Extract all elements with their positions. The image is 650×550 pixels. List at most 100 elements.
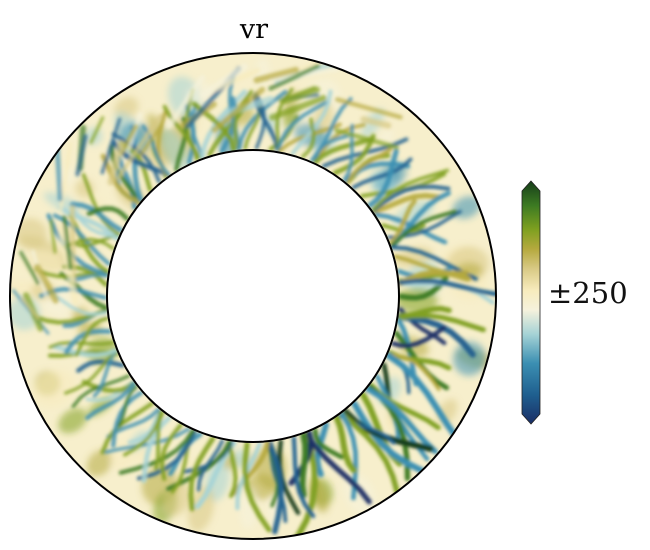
field-streak [389, 199, 417, 245]
field-streak [385, 352, 462, 444]
field-streak [127, 409, 162, 445]
field-blob [159, 128, 190, 173]
field-streak [232, 89, 254, 151]
field-streak [313, 136, 374, 165]
field-streak [116, 113, 163, 181]
field-streak [304, 431, 372, 505]
field-streak [81, 379, 136, 394]
field-streak [64, 347, 117, 395]
field-streak [351, 400, 425, 474]
field-streak [313, 134, 350, 164]
field-streak [75, 134, 88, 177]
field-streak [290, 89, 333, 156]
field-streak [123, 409, 163, 457]
field-streak [335, 97, 403, 120]
field-streak [387, 352, 441, 391]
field-streak [54, 142, 63, 202]
field-streak [342, 408, 434, 452]
field-streak [242, 441, 272, 533]
field-streak [351, 157, 413, 190]
field-streak [100, 153, 141, 205]
field-streak [390, 209, 457, 248]
field-streak [141, 415, 172, 484]
field-streak [19, 250, 40, 285]
field-streak [118, 429, 195, 475]
field-streak [278, 86, 317, 103]
field-streak [20, 297, 40, 321]
field-streak [51, 292, 108, 316]
field-streak [332, 133, 376, 176]
field-streak [107, 140, 125, 186]
field-streak [111, 390, 144, 448]
colorbar-label: ±250 [548, 276, 628, 310]
field-streak [100, 401, 154, 455]
field-streak [200, 63, 248, 98]
field-streak [166, 74, 206, 129]
field-streak [237, 90, 288, 151]
field-blob [453, 341, 486, 376]
field-streak [86, 206, 130, 221]
field-streak [85, 381, 136, 420]
field-streak [197, 439, 224, 492]
field-streak [312, 428, 344, 460]
field-streak [365, 386, 438, 455]
field-streak [34, 263, 59, 304]
field-streaks [12, 57, 496, 539]
field-streak [398, 278, 496, 297]
field-streak [57, 204, 119, 241]
field-streak [52, 344, 118, 358]
field-streak [301, 117, 315, 159]
field-streak [339, 411, 401, 496]
field-streak [76, 359, 125, 373]
field-streak [160, 423, 183, 481]
field-streak [69, 204, 76, 283]
field-streak [333, 414, 357, 474]
field-streak [136, 430, 197, 481]
field-streak [276, 100, 329, 152]
field-streak [367, 148, 399, 208]
field-streak [371, 184, 451, 213]
field-streak [253, 66, 300, 84]
field-streak [398, 275, 449, 301]
field-streak [371, 192, 442, 215]
outer-boundary [9, 52, 497, 540]
field-streak [268, 63, 321, 91]
field-streak [266, 440, 284, 535]
field-streak [100, 117, 122, 175]
field-streak [62, 215, 73, 271]
field-streak [117, 385, 138, 427]
field-streak [74, 316, 109, 357]
field-streak [397, 269, 471, 286]
field-streak [109, 144, 142, 204]
inner-boundary [106, 149, 400, 443]
field-streak [396, 313, 486, 333]
field-streak [283, 86, 320, 105]
field-blob [58, 408, 88, 434]
field-streak [269, 94, 327, 121]
field-streak [334, 128, 400, 150]
plot-title: vr [239, 14, 269, 45]
field-blob [187, 486, 215, 532]
field-streak [69, 203, 120, 239]
field-streak [211, 86, 266, 133]
field-streak [71, 374, 131, 408]
field-streak [92, 348, 117, 398]
field-streak [138, 123, 163, 158]
field-streak [396, 313, 476, 358]
field-blob [14, 218, 48, 251]
colorbar [521, 180, 541, 425]
field-blob [86, 449, 113, 477]
field-streak [190, 102, 205, 159]
field-streak [346, 147, 392, 185]
field-streak [227, 440, 238, 498]
field-streak [299, 432, 309, 498]
field-streak [119, 124, 139, 155]
field-streak [360, 116, 392, 129]
field-streak [391, 325, 447, 348]
field-streak [49, 218, 57, 254]
field-streak [371, 168, 450, 212]
field-blob [32, 370, 77, 408]
field-streak [70, 201, 123, 233]
field-streak [188, 436, 216, 512]
